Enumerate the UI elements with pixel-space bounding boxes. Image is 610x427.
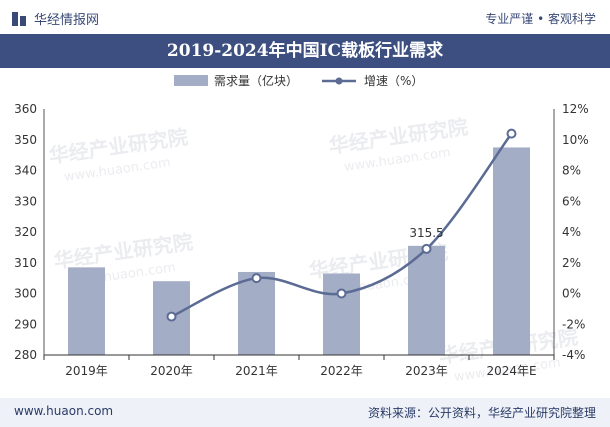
y-left-tick-label: 280	[14, 348, 37, 362]
y-right-tick-label: 8%	[562, 164, 581, 178]
x-tick-label: 2021年	[235, 364, 278, 378]
y-left-tick-label: 300	[14, 287, 37, 301]
growth-point	[506, 128, 517, 139]
bar	[68, 267, 105, 355]
x-tick-label: 2023年	[405, 364, 448, 378]
legend-line-marker	[335, 77, 343, 85]
growth-point	[251, 273, 262, 284]
footer-site: www.huaon.com	[14, 404, 114, 418]
data-label: 315.5	[409, 226, 443, 240]
chart-title: 2019-2024年中国IC载板行业需求	[0, 34, 610, 68]
y-right-tick-label: 6%	[562, 194, 581, 208]
footer-source: 资料来源：公开资料，华经产业研究院整理	[367, 406, 596, 420]
bar	[408, 245, 445, 355]
y-left-tick-label: 340	[14, 164, 37, 178]
y-left-tick-label: 330	[14, 194, 37, 208]
legend-bar-label: 需求量（亿块）	[214, 73, 298, 88]
y-right-tick-label: 12%	[562, 102, 589, 116]
y-left-tick-label: 360	[14, 102, 37, 116]
bar	[323, 273, 360, 355]
x-tick-label: 2019年	[65, 364, 108, 378]
growth-point	[166, 311, 177, 322]
legend-bar-swatch	[174, 75, 208, 86]
brand-logo-icon	[12, 11, 26, 26]
y-left-tick-label: 320	[14, 225, 37, 239]
legend-line-label: 增速（%）	[364, 74, 423, 88]
x-tick-label: 2020年	[150, 364, 193, 378]
footer: www.huaon.com 资料来源：公开资料，华经产业研究院整理	[0, 398, 610, 427]
y-right-tick-label: -2%	[562, 317, 585, 331]
growth-point	[421, 243, 432, 254]
slogan: 专业严谨 • 客观科学	[485, 12, 596, 26]
y-right-tick-label: -4%	[562, 348, 585, 362]
brand-name: 华经情报网	[34, 13, 100, 28]
x-tick-label: 2022年	[320, 364, 363, 378]
y-left-tick-label: 310	[14, 256, 37, 270]
chart: 华经产业研究院www.huaon.com华经产业研究院www.huaon.com…	[14, 73, 589, 385]
y-right-tick-label: 0%	[562, 287, 581, 301]
brand: 华经情报网	[12, 9, 99, 28]
y-left-tick-label: 350	[14, 133, 37, 147]
y-right-tick-label: 10%	[562, 133, 589, 147]
x-tick-label: 2024年E	[486, 364, 536, 378]
growth-point	[336, 288, 347, 299]
bar	[238, 271, 275, 355]
top-bar: 华经情报网 专业严谨 • 客观科学	[0, 0, 610, 34]
y-right-tick-label: 2%	[562, 256, 581, 270]
bar	[493, 147, 530, 355]
y-left-tick-label: 290	[14, 317, 37, 331]
y-right-tick-label: 4%	[562, 225, 581, 239]
